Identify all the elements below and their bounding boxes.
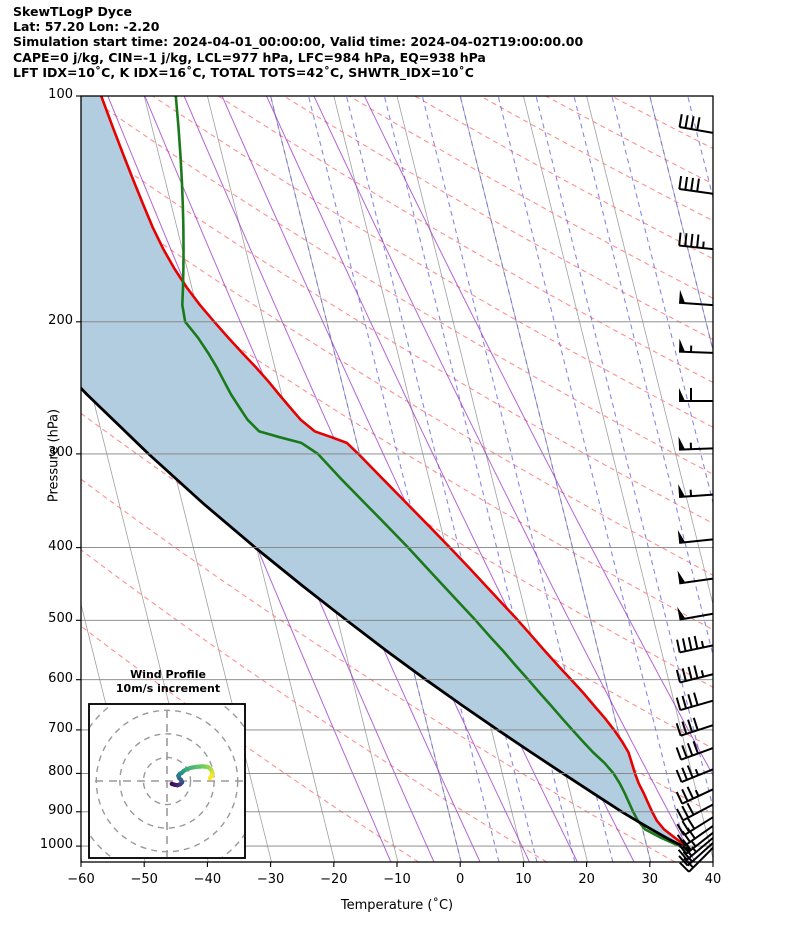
wind-barb — [678, 176, 714, 195]
y-tick-300: 300 — [48, 444, 73, 460]
x-tick--50: −50 — [130, 872, 158, 887]
x-tick--40: −40 — [193, 872, 222, 887]
wind-barb — [675, 802, 714, 822]
y-tick-400: 400 — [48, 538, 73, 554]
hodograph-title-line2: 10m/s increment — [115, 682, 221, 695]
parcel-environment-area — [81, 96, 689, 850]
y-tick-700: 700 — [48, 720, 73, 736]
wind-barb — [675, 786, 714, 805]
wind-barb — [676, 816, 714, 837]
wind-barb — [675, 740, 714, 761]
figure-header: SkewTLogP Dyce Lat: 57.20 Lon: -2.20 Sim… — [13, 4, 583, 80]
wind-barb — [679, 289, 714, 307]
x-tick-0: 0 — [456, 872, 465, 887]
wind-barb — [675, 765, 714, 783]
x-tick--20: −20 — [320, 872, 348, 887]
header-indices-2: LFT IDX=10˚C, K IDX=16˚C, TOTAL TOTS=42˚… — [13, 64, 474, 80]
wind-barb — [677, 570, 714, 585]
hodograph-inset — [88, 703, 246, 859]
y-tick-1000: 1000 — [39, 837, 73, 853]
wind-barb-column — [675, 114, 714, 873]
header-times: Simulation start time: 2024-04-01_00:00:… — [13, 34, 584, 50]
wind-barb — [678, 338, 714, 354]
y-tick-600: 600 — [48, 670, 73, 686]
wind-barb — [679, 847, 714, 873]
y-tick-500: 500 — [48, 611, 73, 627]
y-tick-200: 200 — [48, 312, 73, 328]
x-axis-label: Temperature (˚C) — [340, 898, 454, 913]
wind-barb — [675, 692, 714, 712]
wind-barb — [675, 717, 714, 737]
x-tick--30: −30 — [256, 872, 285, 887]
x-tick-20: 20 — [578, 872, 595, 887]
y-tick-800: 800 — [48, 764, 73, 780]
wind-barb — [675, 665, 714, 684]
x-tick--10: −10 — [383, 872, 411, 887]
hodograph-title: Wind Profile 10m/s increment — [78, 668, 258, 696]
x-tick-40: 40 — [704, 872, 722, 887]
header-latlon: Lat: 57.20 Lon: -2.20 — [13, 19, 160, 35]
wind-barb — [677, 606, 714, 621]
header-indices-1: CAPE=0 j/kg, CIN=-1 j/kg, LCL=977 hPa, L… — [13, 49, 486, 65]
wind-barb — [678, 232, 714, 251]
wind-barb — [678, 114, 714, 134]
y-tick-100: 100 — [48, 87, 73, 102]
x-tick-10: 10 — [515, 872, 532, 887]
x-tick--60: −60 — [67, 872, 95, 887]
wind-barb — [678, 484, 714, 499]
wind-barb — [679, 387, 713, 402]
x-tick-30: 30 — [641, 872, 659, 887]
wind-barb — [676, 635, 714, 654]
hodograph-title-line1: Wind Profile — [130, 668, 206, 681]
wind-barb — [677, 529, 714, 544]
y-tick-900: 900 — [48, 802, 73, 818]
wind-barb — [678, 436, 714, 451]
header-title: SkewTLogP Dyce — [13, 4, 132, 19]
